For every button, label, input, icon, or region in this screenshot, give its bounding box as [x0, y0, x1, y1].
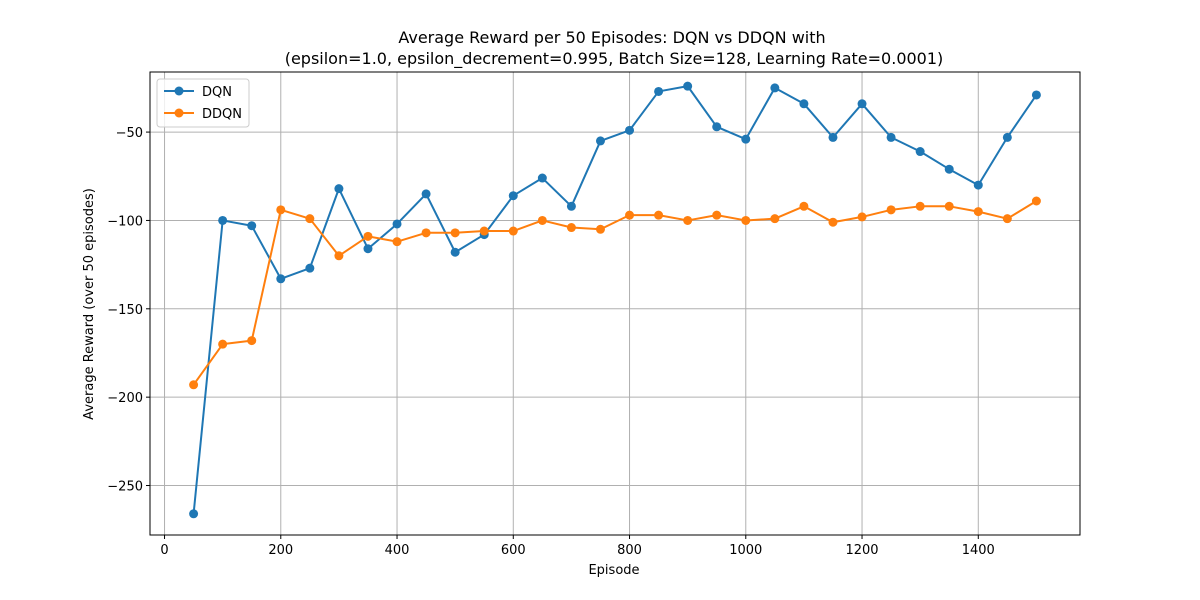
data-point-dqn	[857, 99, 867, 109]
data-point-dqn	[450, 247, 460, 257]
data-point-dqn	[537, 173, 547, 183]
data-point-dqn	[712, 122, 722, 132]
x-axis-label: Episode	[588, 563, 639, 578]
plot-frame	[149, 71, 1081, 536]
data-point-dqn	[1002, 132, 1012, 142]
data-point-ddqn	[276, 205, 286, 215]
legend-marker-ddqn	[174, 108, 184, 118]
data-point-ddqn	[828, 217, 838, 227]
x-tick-label: 0	[160, 543, 168, 558]
data-point-dqn	[566, 201, 576, 211]
data-point-dqn	[799, 99, 809, 109]
data-point-dqn	[944, 164, 954, 174]
data-point-dqn	[683, 81, 693, 91]
data-point-dqn	[189, 509, 199, 519]
data-point-dqn	[654, 86, 664, 96]
data-point-dqn	[392, 219, 402, 229]
data-point-dqn	[828, 132, 838, 142]
data-point-ddqn	[421, 228, 431, 238]
data-point-ddqn	[189, 380, 199, 390]
data-point-dqn	[247, 221, 257, 231]
data-point-ddqn	[683, 215, 693, 225]
y-tick-label: −250	[107, 480, 143, 495]
data-point-ddqn	[218, 339, 228, 349]
data-point-dqn	[421, 189, 431, 199]
data-point-dqn	[508, 191, 518, 201]
data-point-dqn	[625, 125, 635, 135]
x-tick-label: 400	[385, 543, 410, 558]
x-tick-label: 800	[617, 543, 642, 558]
series-line-ddqn	[192, 200, 1037, 386]
data-point-dqn	[276, 274, 286, 284]
data-point-ddqn	[973, 207, 983, 217]
data-point-ddqn	[915, 201, 925, 211]
data-point-dqn	[1031, 90, 1041, 100]
data-point-ddqn	[770, 214, 780, 224]
data-point-ddqn	[1031, 196, 1041, 206]
data-point-ddqn	[595, 224, 605, 234]
data-point-dqn	[363, 244, 373, 254]
data-point-ddqn	[392, 237, 402, 247]
data-point-ddqn	[1002, 214, 1012, 224]
x-tick-label: 200	[268, 543, 293, 558]
x-tick-label: 1200	[845, 543, 878, 558]
data-point-ddqn	[712, 210, 722, 220]
data-point-ddqn	[363, 231, 373, 241]
legend-label-ddqn: DDQN	[202, 107, 242, 122]
data-point-ddqn	[944, 201, 954, 211]
data-point-ddqn	[857, 212, 867, 222]
data-point-ddqn	[886, 205, 896, 215]
legend-marker-dqn	[174, 86, 184, 96]
data-point-ddqn	[450, 228, 460, 238]
data-point-dqn	[886, 132, 896, 142]
axis-ticks: 0 200 400 600 800 1000 1200 1400 −250 −200 −150 −10…	[107, 126, 995, 558]
data-point-ddqn	[654, 210, 664, 220]
series-line-dqn	[192, 85, 1038, 514]
legend: DQN DDQN	[156, 78, 250, 128]
data-point-dqn	[915, 147, 925, 157]
data-point-dqn	[218, 215, 228, 225]
data-point-ddqn	[334, 251, 344, 261]
data-point-ddqn	[305, 214, 315, 224]
data-point-dqn	[334, 184, 344, 194]
x-tick-label: 1000	[729, 543, 762, 558]
chart-title: Average Reward per 50 Episodes: DQN vs D…	[398, 28, 825, 47]
data-point-dqn	[973, 180, 983, 190]
data-point-dqn	[741, 134, 751, 144]
grid	[150, 72, 1080, 535]
chart-subtitle: (epsilon=1.0, epsilon_decrement=0.995, B…	[285, 49, 944, 69]
data-point-ddqn	[247, 336, 257, 346]
data-point-dqn	[770, 83, 780, 93]
data-point-dqn	[305, 263, 315, 273]
series-layer	[189, 81, 1041, 519]
y-tick-label: −200	[107, 391, 143, 406]
x-tick-label: 600	[501, 543, 526, 558]
y-axis-label: Average Reward (over 50 episodes)	[82, 188, 97, 420]
data-point-ddqn	[537, 215, 547, 225]
data-point-ddqn	[741, 215, 751, 225]
y-tick-label: −150	[107, 303, 143, 318]
data-point-ddqn	[508, 226, 518, 236]
y-tick-label: −50	[116, 126, 143, 141]
y-tick-label: −100	[107, 214, 143, 229]
x-tick-label: 1400	[962, 543, 995, 558]
legend-label-dqn: DQN	[202, 85, 232, 100]
data-point-ddqn	[566, 223, 576, 233]
data-point-ddqn	[479, 226, 489, 236]
data-point-dqn	[595, 136, 605, 146]
data-point-ddqn	[799, 201, 809, 211]
data-point-ddqn	[625, 210, 635, 220]
